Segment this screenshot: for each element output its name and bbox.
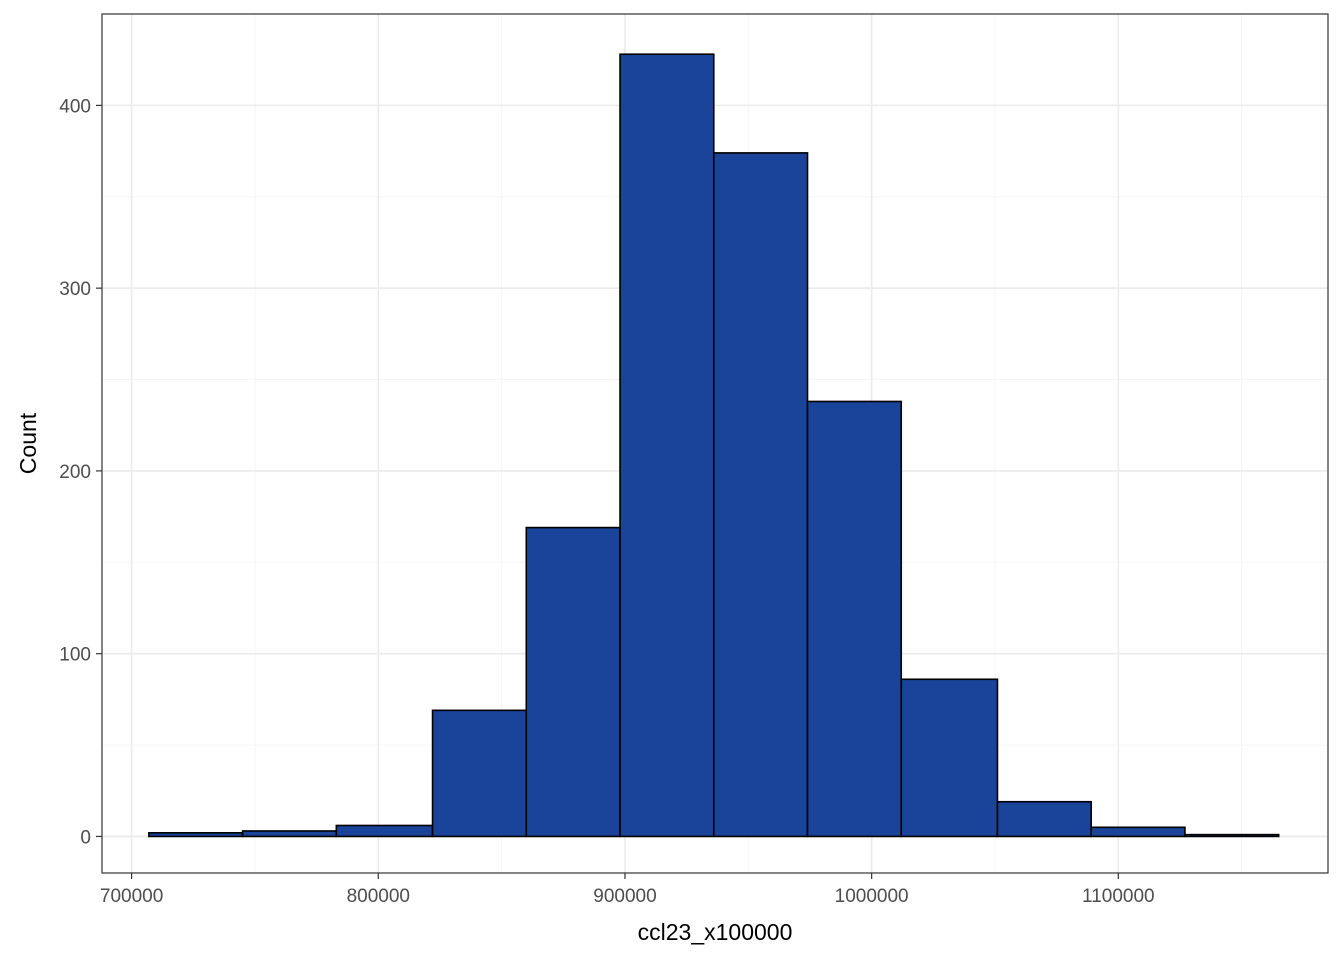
panel-border bbox=[101, 13, 1329, 874]
histogram-bar bbox=[1090, 826, 1186, 838]
y-axis: 0 100 200 300 400 bbox=[59, 96, 102, 848]
y-tick-label: 300 bbox=[59, 279, 91, 300]
y-axis-title: Count bbox=[15, 412, 41, 474]
x-tick-label: 1100000 bbox=[1082, 886, 1155, 907]
x-tick-label: 1000000 bbox=[835, 886, 909, 907]
y-tick-label: 400 bbox=[59, 96, 91, 117]
histogram-bar bbox=[525, 526, 621, 838]
histogram-bar bbox=[1184, 833, 1280, 838]
histogram-bar bbox=[619, 53, 715, 838]
x-axis-title: ccl23_x100000 bbox=[638, 919, 793, 945]
y-tick-label: 100 bbox=[59, 645, 91, 666]
histogram-bar bbox=[431, 709, 528, 838]
y-tick-label: 0 bbox=[80, 827, 91, 848]
histogram-bar bbox=[996, 800, 1092, 838]
y-tick-label: 200 bbox=[59, 462, 91, 483]
histogram-bar bbox=[335, 824, 434, 838]
histogram-bar bbox=[241, 830, 338, 838]
x-tick-label: 900000 bbox=[593, 886, 656, 907]
histogram-bar bbox=[900, 678, 999, 838]
histogram-bar bbox=[148, 831, 244, 838]
x-tick-label: 800000 bbox=[347, 886, 410, 907]
histogram-bar bbox=[806, 400, 903, 838]
histogram-bar bbox=[712, 152, 809, 838]
x-tick-label: 700000 bbox=[100, 886, 163, 907]
x-axis: 700000 800000 900000 1000000 1100000 bbox=[100, 873, 1155, 907]
histogram-bars bbox=[148, 53, 1280, 838]
